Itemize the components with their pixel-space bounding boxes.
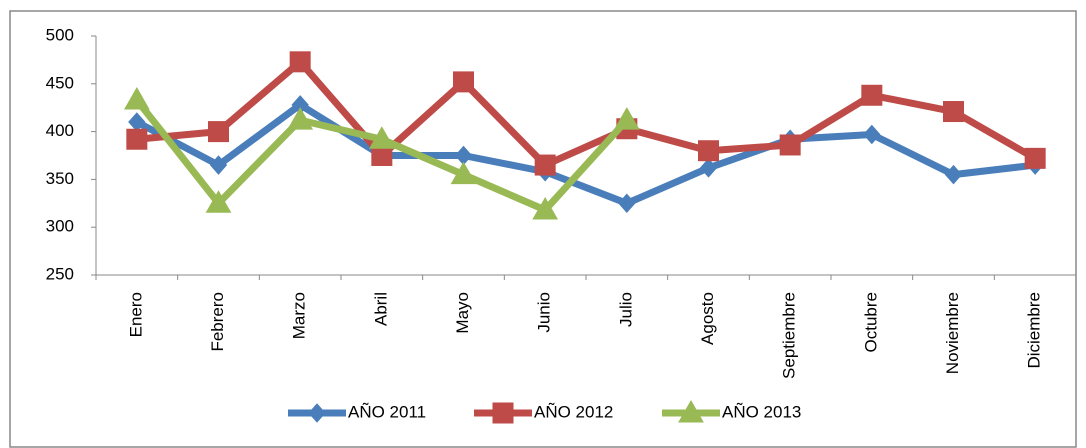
series-line: [136, 58, 1037, 169]
data-point: [1024, 147, 1046, 169]
x-tick-label: Febrero: [208, 292, 227, 352]
data-point: [779, 134, 801, 156]
x-tick-label: Septiembre: [780, 292, 799, 379]
x-tick-label: Mayo: [453, 292, 472, 334]
data-point: [699, 158, 718, 178]
y-tick-label: 300: [46, 217, 74, 236]
y-tick-label: 400: [46, 121, 74, 140]
data-point: [861, 84, 883, 106]
data-point: [126, 128, 148, 150]
chart-frame: [9, 10, 1077, 448]
x-tick-label: Octubre: [861, 292, 880, 352]
legend-label: AÑO 2013: [722, 402, 801, 421]
x-tick-label: Abril: [371, 292, 390, 326]
x-tick-label: Enero: [126, 292, 145, 337]
x-tick-label: Agosto: [698, 292, 717, 345]
data-point: [698, 140, 719, 162]
series-line: [135, 101, 1036, 207]
x-tick-label: Marzo: [290, 292, 309, 339]
data-point: [534, 154, 556, 176]
data-point: [532, 196, 559, 220]
data-point: [368, 126, 395, 149]
data-point: [209, 155, 228, 175]
x-tick-label: Diciembre: [1025, 292, 1044, 369]
data-point: [287, 107, 314, 130]
x-tick-label: Junio: [535, 292, 554, 333]
data-point: [450, 161, 477, 185]
data-point: [613, 107, 640, 130]
y-tick-label: 500: [46, 25, 74, 44]
data-point: [618, 193, 636, 214]
data-point: [944, 164, 963, 185]
data-point: [453, 71, 474, 93]
legend-label: AÑO 2011: [348, 402, 426, 421]
y-tick-label: 250: [46, 264, 74, 283]
x-tick-label: Julio: [616, 292, 635, 327]
y-tick-label: 450: [46, 73, 74, 92]
y-tick-label: 350: [46, 169, 74, 188]
data-point: [205, 190, 232, 213]
legend-label: AÑO 2012: [534, 402, 613, 421]
data-point: [289, 51, 311, 73]
data-point: [863, 124, 881, 145]
data-point: [943, 101, 964, 123]
legend-marker: [308, 403, 326, 423]
x-tick-label: Noviembre: [943, 292, 962, 374]
data-point: [123, 87, 150, 110]
legend-marker: [678, 399, 704, 423]
legend-marker: [492, 402, 514, 424]
data-point: [208, 121, 229, 143]
